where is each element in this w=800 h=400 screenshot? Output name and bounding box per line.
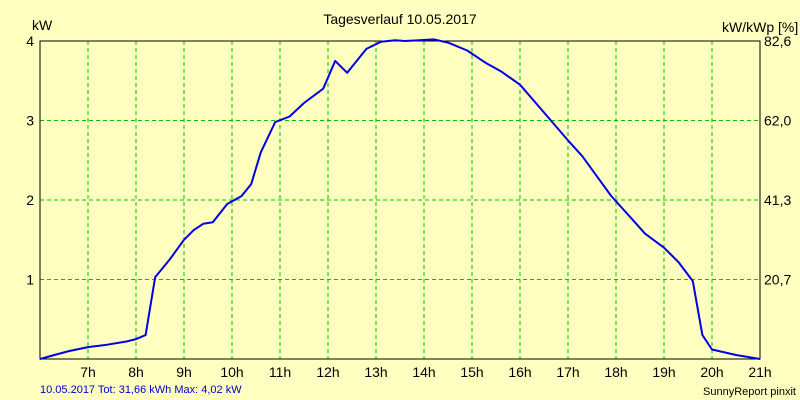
x-tick-label: 21h [748, 364, 771, 380]
left-y-tick-label: 2 [26, 192, 34, 208]
x-tick-label: 15h [460, 364, 483, 380]
x-tick-label: 12h [316, 364, 339, 380]
x-tick-label: 13h [364, 364, 387, 380]
left-axis-unit-label: kW [32, 17, 53, 33]
x-tick-label: 19h [652, 364, 675, 380]
x-tick-label: 7h [80, 364, 96, 380]
right-y-tick-label: 20,7 [764, 272, 791, 288]
left-y-tick-label: 3 [26, 113, 34, 129]
left-y-tick-label: 1 [26, 272, 34, 288]
x-tick-label: 16h [508, 364, 531, 380]
chart-title: Tagesverlauf 10.05.2017 [323, 11, 477, 27]
left-y-tick-label: 4 [26, 33, 34, 49]
x-tick-label: 9h [176, 364, 192, 380]
right-y-tick-label: 82,6 [764, 33, 791, 49]
tick-labels: 7h 8h 9h 10h 11h 12h 13h 14h 15h 16h 17h 18h 19h 20h 2… [26, 33, 791, 380]
x-tick-label: 18h [604, 364, 627, 380]
gridlines [40, 41, 760, 359]
x-tick-label: 11h [269, 364, 291, 380]
right-y-tick-label: 41,3 [764, 192, 791, 208]
x-tick-label: 20h [700, 364, 723, 380]
x-tick-label: 14h [412, 364, 435, 380]
x-tick-label: 8h [128, 364, 144, 380]
footer-credit: SunnyReport pinxit [703, 386, 796, 398]
series-layer [39, 38, 761, 360]
power-series-line [39, 38, 761, 360]
right-axis-unit-label: kW/kWp [%] [722, 19, 798, 35]
x-tick-label: 17h [556, 364, 579, 380]
right-y-tick-label: 62,0 [764, 113, 791, 129]
footer-summary: 10.05.2017 Tot: 31,66 kWh Max: 4,02 kW [40, 384, 242, 396]
x-tick-label: 10h [220, 364, 243, 380]
